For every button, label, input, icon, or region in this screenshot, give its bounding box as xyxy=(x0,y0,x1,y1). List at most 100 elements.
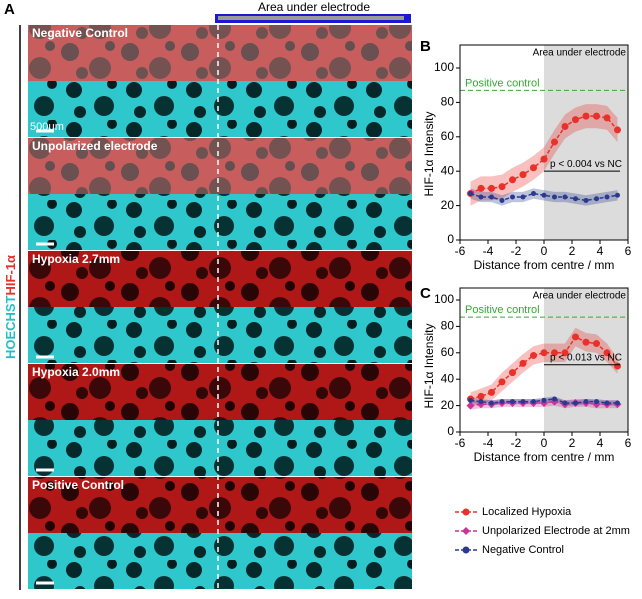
stain-label: HOECHSTHIF-1α xyxy=(3,255,18,359)
data-point xyxy=(489,400,494,406)
legend-label: Negative Control xyxy=(482,544,564,556)
significance-label: p < 0.004 vs NC xyxy=(550,159,622,170)
y-tick-label: 0 xyxy=(447,232,454,246)
legend-marker xyxy=(462,508,470,516)
data-point xyxy=(593,340,600,348)
data-point xyxy=(488,388,495,396)
hoechst-image xyxy=(28,420,412,476)
data-point xyxy=(583,197,589,203)
hif-image xyxy=(28,251,412,307)
data-point xyxy=(573,196,578,202)
data-point xyxy=(478,194,484,200)
data-point xyxy=(478,399,484,405)
error-band xyxy=(523,188,534,203)
panel-label: C xyxy=(420,285,431,302)
x-axis-label: Distance from centre / mm xyxy=(474,450,615,464)
data-point xyxy=(552,396,557,402)
scale-label: 500μm xyxy=(30,121,64,133)
x-tick-label: -2 xyxy=(511,436,522,450)
data-point xyxy=(562,400,568,406)
x-tick-label: 4 xyxy=(597,244,604,258)
data-point xyxy=(509,176,516,184)
data-point xyxy=(468,397,473,403)
row-label: Positive Control xyxy=(32,478,124,492)
hif-image xyxy=(28,138,412,194)
data-point xyxy=(573,400,578,406)
data-point xyxy=(541,192,547,198)
electrode-label: Area under electrode xyxy=(258,0,370,14)
data-point xyxy=(561,349,569,357)
x-tick-label: 0 xyxy=(541,436,548,450)
data-point xyxy=(477,392,485,400)
legend-label: Localized Hypoxia xyxy=(482,506,572,518)
highlight-region xyxy=(544,45,628,240)
data-point xyxy=(540,155,548,163)
data-point xyxy=(583,399,589,405)
hoechst-image xyxy=(28,533,412,589)
x-tick-label: 6 xyxy=(625,244,632,258)
data-point xyxy=(603,114,611,122)
legend-marker xyxy=(462,527,470,535)
data-point xyxy=(498,183,506,191)
row-label: Hypoxia 2.7mm xyxy=(32,252,120,266)
significance-label: p < 0.013 vs NC xyxy=(550,352,622,363)
hoechst-image xyxy=(28,194,412,250)
x-tick-label: 6 xyxy=(625,436,632,450)
y-tick-label: 20 xyxy=(441,198,455,212)
y-tick-label: 80 xyxy=(441,319,455,333)
data-point xyxy=(466,401,475,410)
data-point xyxy=(562,194,568,200)
data-point xyxy=(531,191,536,197)
legend-marker xyxy=(462,546,470,554)
series-line xyxy=(470,335,619,400)
data-point xyxy=(489,194,494,200)
error-band xyxy=(575,193,586,206)
data-point xyxy=(614,126,621,134)
y-tick-label: 60 xyxy=(441,345,455,359)
data-point xyxy=(510,399,515,405)
y-tick-label: 40 xyxy=(441,163,455,177)
row-label: Hypoxia 2.0mm xyxy=(32,365,120,379)
highlight-label: Area under electrode xyxy=(533,48,627,59)
x-tick-label: -4 xyxy=(483,436,494,450)
y-axis-label: HIF-1α Intensity xyxy=(422,112,436,197)
data-point xyxy=(519,171,527,179)
data-point xyxy=(510,194,515,200)
y-tick-label: 20 xyxy=(441,398,455,412)
data-point xyxy=(615,400,620,406)
x-tick-label: 4 xyxy=(597,436,604,450)
data-point xyxy=(519,359,527,367)
error-band xyxy=(523,346,534,373)
hoechst-image xyxy=(28,81,412,137)
legend-label: Unpolarized Electrode at 2mm xyxy=(482,525,630,537)
data-point xyxy=(593,112,600,120)
data-point xyxy=(488,184,495,192)
y-tick-label: 60 xyxy=(441,129,455,143)
data-point xyxy=(530,164,537,172)
data-point xyxy=(551,138,558,146)
error-band xyxy=(533,188,544,201)
x-tick-label: -6 xyxy=(455,436,466,450)
data-point xyxy=(604,194,610,200)
highlight-region xyxy=(544,288,628,432)
hif-image xyxy=(28,477,412,533)
highlight-label: Area under electrode xyxy=(533,291,627,302)
reference-label: Positive control xyxy=(465,77,540,89)
data-point xyxy=(594,196,599,202)
data-point xyxy=(594,399,599,405)
x-tick-label: -2 xyxy=(511,244,522,258)
error-band xyxy=(596,104,607,130)
x-tick-label: 0 xyxy=(541,244,548,258)
data-point xyxy=(572,333,579,341)
error-band xyxy=(491,372,502,401)
data-point xyxy=(615,192,620,198)
hoechst-image xyxy=(28,307,412,363)
data-point xyxy=(603,349,611,357)
data-point xyxy=(531,399,536,405)
x-tick-label: -6 xyxy=(455,244,466,258)
data-point xyxy=(499,197,505,203)
data-point xyxy=(552,194,557,200)
x-tick-label: -4 xyxy=(483,244,494,258)
x-tick-label: 2 xyxy=(569,244,576,258)
